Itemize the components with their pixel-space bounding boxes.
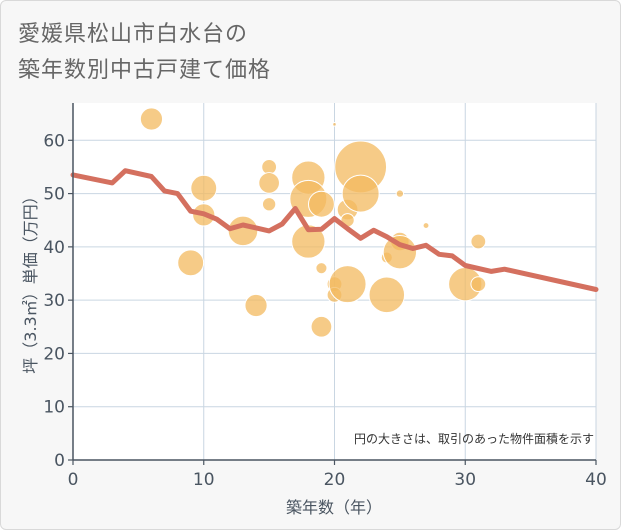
bubble-22	[341, 174, 380, 213]
grid-lines	[73, 103, 597, 460]
trend-line	[70, 168, 599, 292]
axes	[68, 103, 597, 465]
bubble-15	[332, 121, 337, 127]
tick-labels: 0 10 20 30 40 0 10 20 30 40 50 60	[43, 131, 606, 490]
y-tick-label-50: 50	[43, 185, 65, 205]
bubble-25	[395, 189, 405, 198]
bubble-24	[368, 276, 406, 314]
bubble-7	[258, 172, 280, 194]
chart-title-line-2: 築年数別中古戸建て価格	[18, 58, 272, 83]
y-tick-label-30: 30	[43, 291, 65, 311]
bubble-1	[177, 249, 205, 277]
x-tick-label-20: 20	[324, 470, 346, 490]
bubble-12	[307, 190, 335, 218]
bubble-20	[328, 265, 367, 304]
bubble-30	[470, 233, 487, 250]
x-tick-label-40: 40	[585, 470, 607, 490]
x-tick-label-10: 10	[193, 470, 215, 490]
bubble-size-note: 円の大きさは、取引のあった物件面積を示す	[354, 431, 594, 446]
bubble-27	[382, 235, 418, 270]
x-tick-label-0: 0	[68, 470, 79, 490]
bubble-28	[422, 222, 430, 230]
x-tick-label-30: 30	[454, 470, 476, 490]
bubble-2	[190, 174, 218, 202]
bubble-0	[139, 107, 164, 131]
y-tick-label-60: 60	[43, 131, 65, 151]
y-tick-label-40: 40	[43, 238, 65, 258]
y-axis-label: 坪（3.3㎡）単価（万円）	[21, 188, 40, 373]
x-axis-label: 築年数（年）	[286, 498, 382, 517]
bubble-31	[470, 276, 487, 293]
bubble-14	[310, 315, 333, 338]
y-tick-label-10: 10	[43, 398, 65, 418]
y-tick-label-20: 20	[43, 344, 65, 364]
bubbles-layer	[139, 107, 487, 338]
y-tick-label-0: 0	[54, 451, 65, 471]
bubble-13	[315, 262, 328, 275]
bubble-5	[244, 293, 268, 318]
chart-title-line-1: 愛媛県松山市白水台の	[18, 22, 249, 47]
bubble-8	[261, 197, 277, 212]
bubble-4	[227, 215, 259, 247]
bubble-11	[291, 224, 326, 259]
